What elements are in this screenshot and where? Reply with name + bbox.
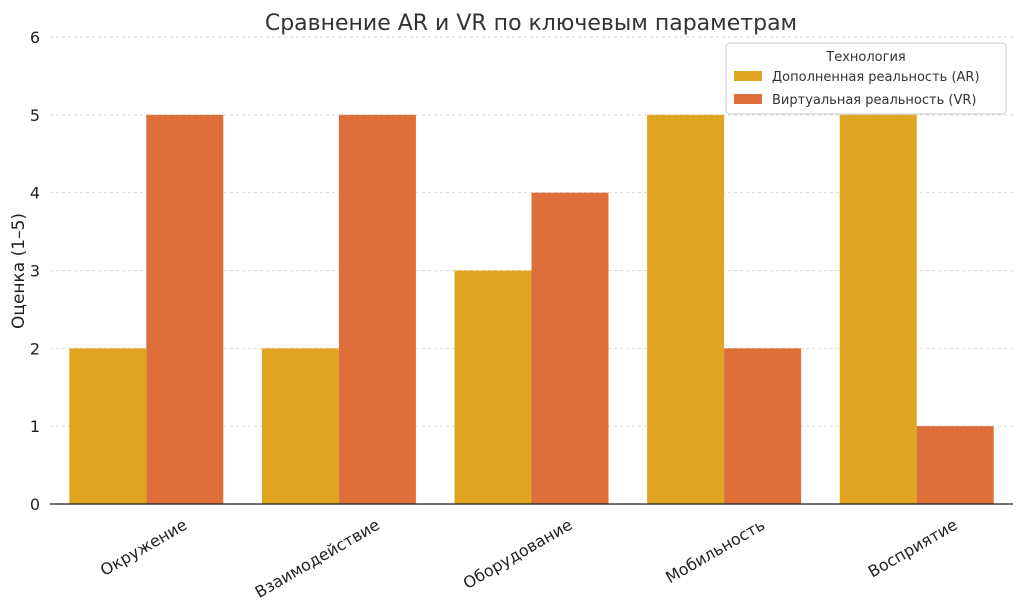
x-tick-label: Окружение bbox=[97, 515, 190, 580]
bar-ar bbox=[839, 114, 917, 504]
y-tick-label: 0 bbox=[30, 495, 40, 514]
bar-vr bbox=[724, 348, 802, 504]
y-tick-label: 1 bbox=[30, 417, 40, 436]
bar-ar bbox=[454, 270, 532, 504]
x-tick-label: Восприятие bbox=[865, 515, 961, 581]
chart-title: Сравнение AR и VR по ключевым параметрам bbox=[265, 11, 797, 36]
x-tick-label: Взаимодействие bbox=[252, 515, 383, 602]
legend-box bbox=[725, 42, 1007, 115]
y-tick-label: 5 bbox=[30, 106, 40, 125]
bar-vr bbox=[531, 192, 609, 504]
bar-vr bbox=[146, 114, 224, 504]
bars bbox=[69, 114, 994, 504]
legend-swatch-vr bbox=[734, 94, 762, 104]
y-axis-label: Оценка (1–5) bbox=[9, 213, 29, 329]
y-tick-label: 4 bbox=[30, 184, 40, 203]
bar-vr bbox=[338, 114, 416, 504]
legend-label-vr: Виртуальная реальность (VR) bbox=[772, 93, 976, 108]
legend-title: Технология bbox=[825, 50, 905, 65]
x-tick-label: Мобильность bbox=[662, 515, 768, 587]
bar-ar bbox=[261, 348, 339, 504]
legend-label-ar: Дополненная реальность (AR) bbox=[772, 70, 980, 85]
bar-ar bbox=[69, 348, 147, 504]
bar-vr bbox=[916, 426, 994, 504]
x-tick-label: Оборудование bbox=[460, 515, 576, 593]
y-tick-label: 6 bbox=[30, 28, 40, 47]
y-tick-label: 3 bbox=[30, 262, 40, 281]
y-tick-label: 2 bbox=[30, 339, 40, 358]
legend: Технология Дополненная реальность (AR) В… bbox=[725, 42, 1007, 115]
bar-ar bbox=[647, 114, 725, 504]
legend-swatch-ar bbox=[734, 71, 762, 81]
